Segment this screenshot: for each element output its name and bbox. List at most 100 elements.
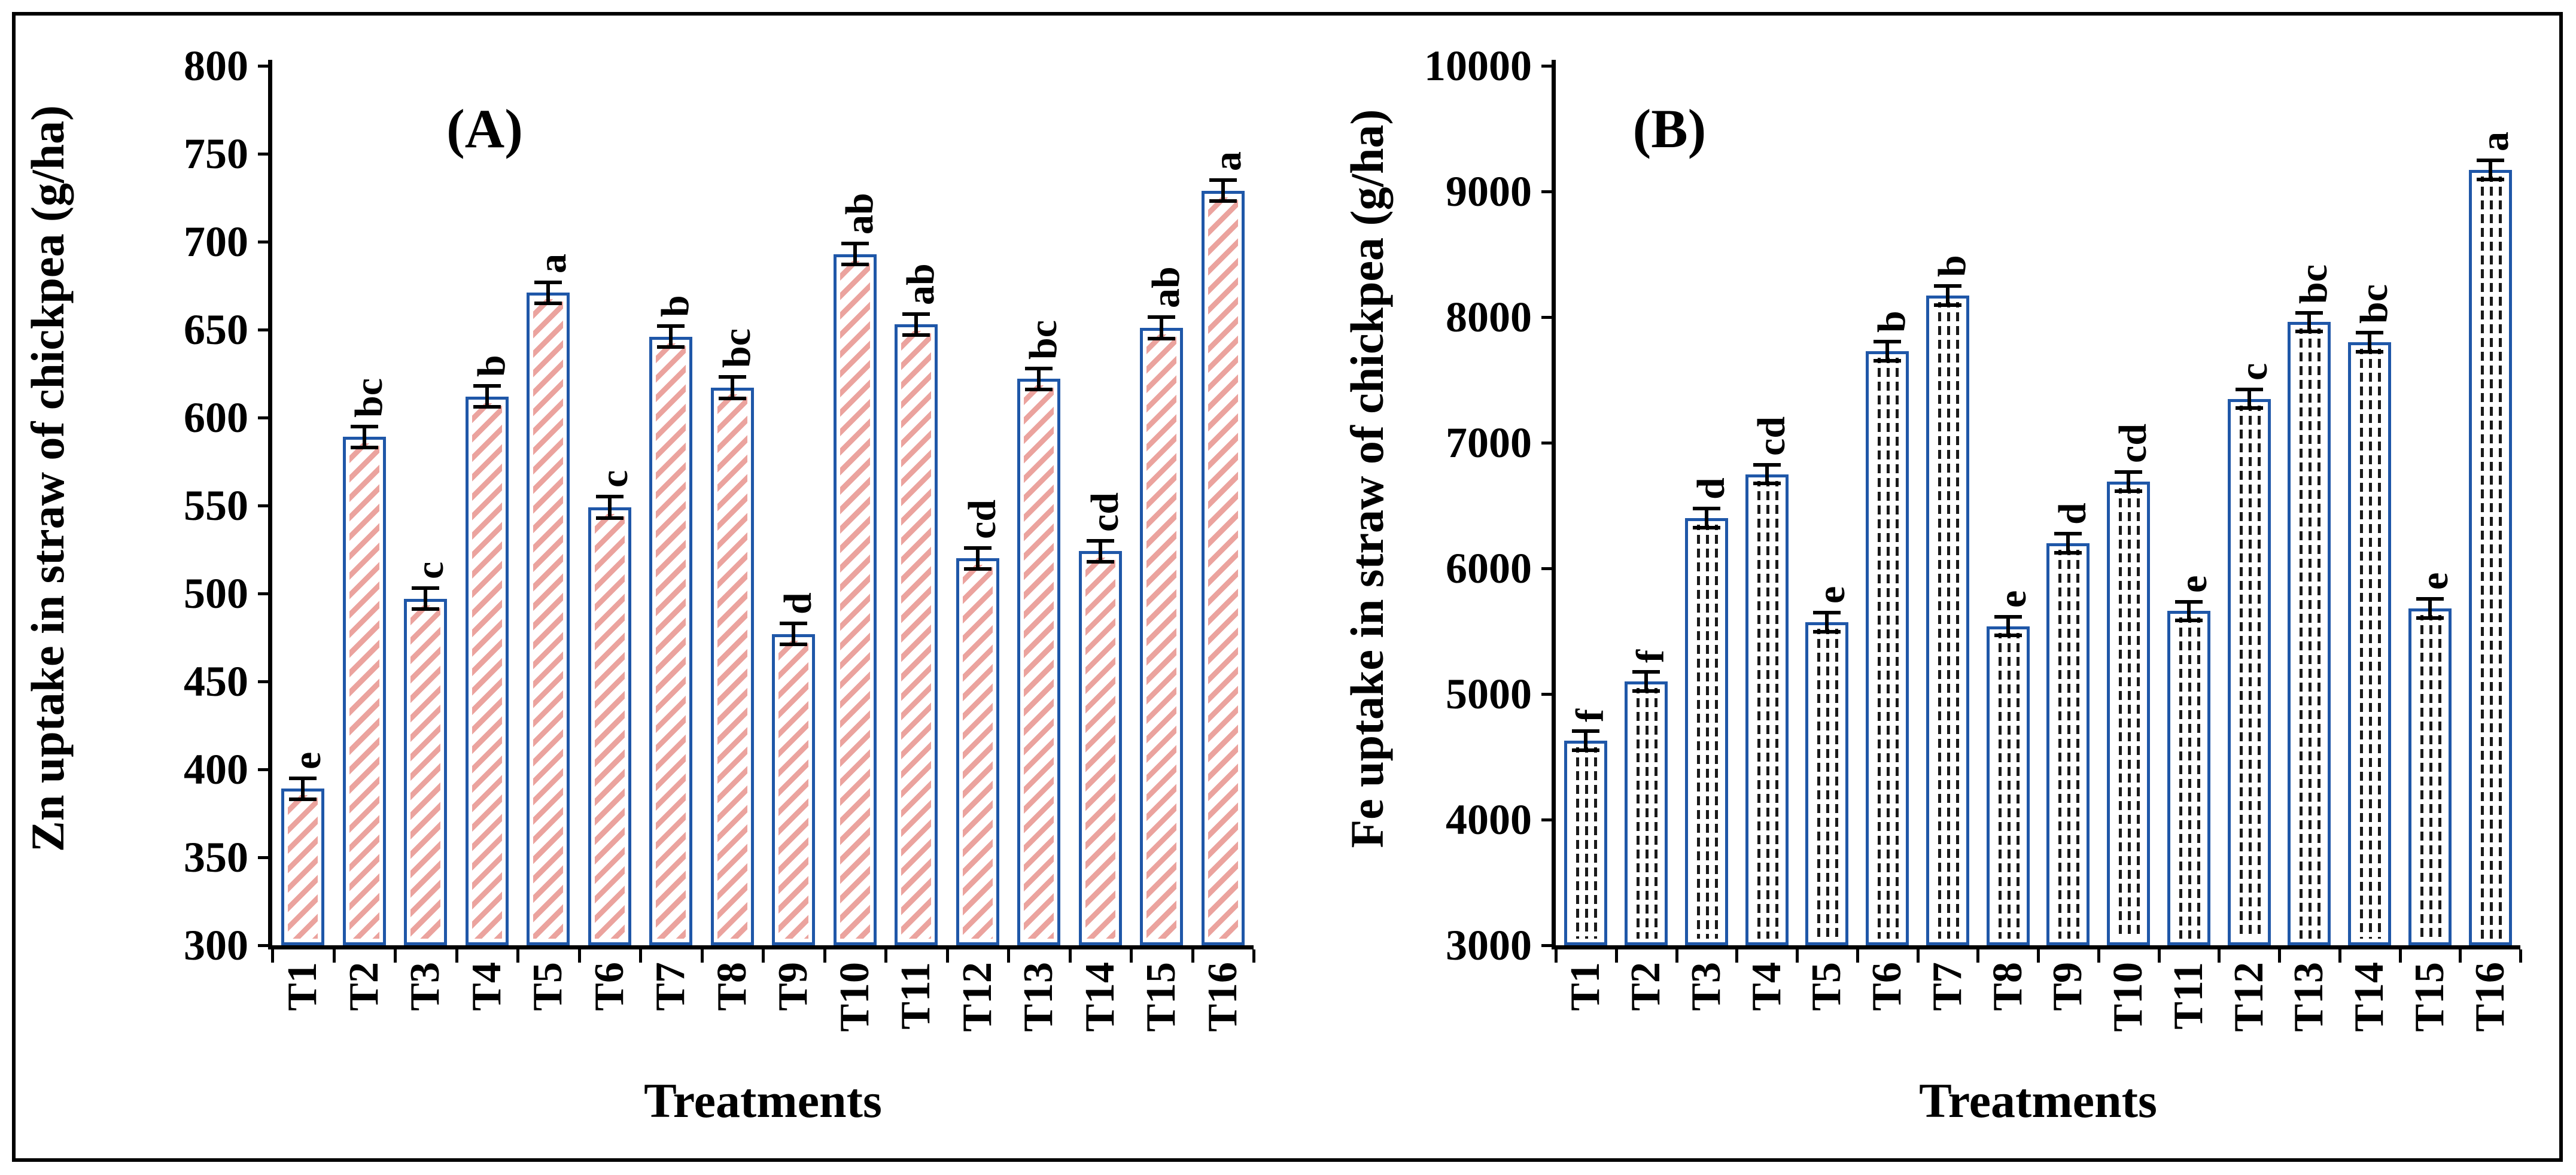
x-tick-mark: [1976, 949, 1980, 963]
y-tick-mark: [1541, 65, 1553, 68]
x-tick-mark: [577, 949, 581, 963]
y-axis-line: [268, 60, 272, 949]
error-bar-stem: [2368, 334, 2372, 350]
sig-letter-T8: e: [1990, 590, 2034, 608]
x-tick-mark: [1130, 949, 1133, 963]
sig-letter-T3: d: [1689, 477, 1733, 500]
x-tick-mark: [884, 949, 887, 963]
x-tick-mark: [2459, 949, 2462, 963]
x-tick-mark: [394, 949, 397, 963]
error-bar-T4: [473, 384, 501, 409]
x-tick-mark: [2218, 949, 2221, 963]
bar-T14: [2348, 342, 2392, 945]
x-tick-label-T6: T6: [1864, 962, 1911, 1011]
sig-letter-T3: c: [408, 561, 452, 580]
error-bar-stem: [607, 498, 612, 516]
y-axis-title-zn: Zn uptake in straw of chickpea (g/ha): [22, 105, 74, 853]
error-bar-stem: [2488, 162, 2492, 178]
x-tick-mark: [762, 949, 765, 963]
x-tick-mark: [700, 949, 704, 963]
panel-label-a: (A): [446, 98, 523, 159]
x-tick-mark: [1796, 949, 1799, 963]
x-tick-mark: [271, 949, 274, 963]
x-tick-label-T11: T11: [893, 962, 939, 1030]
x-tick-label-T7: T7: [1924, 962, 1970, 1011]
sig-letter-T7: b: [653, 295, 698, 318]
sig-letter-T12: c: [2231, 363, 2276, 380]
error-bar-stem: [1765, 466, 1769, 482]
error-bar-stem: [1945, 288, 1950, 304]
bar-T9: [772, 634, 816, 945]
x-tick-mark: [945, 949, 949, 963]
x-tick-label-T13: T13: [2286, 962, 2332, 1032]
x-tick-label-T6: T6: [586, 962, 632, 1011]
error-bar-T12: [963, 546, 992, 571]
bar-T8: [1986, 626, 2030, 945]
error-bar-stem: [1098, 542, 1102, 561]
sig-letter-T14: bc: [2352, 284, 2396, 324]
x-tick-label-T1: T1: [279, 962, 326, 1011]
error-bar-stem: [730, 379, 734, 397]
error-bar-stem: [2307, 314, 2312, 330]
x-tick-label-T10: T10: [2105, 962, 2152, 1032]
x-tick-mark: [1068, 949, 1072, 963]
y-tick-label: 450: [184, 657, 248, 705]
x-tick-mark: [1735, 949, 1739, 963]
y-tick-mark: [1541, 567, 1553, 570]
bar-T16: [2468, 170, 2512, 945]
error-bar-T14: [1086, 538, 1114, 564]
x-tick-label-T5: T5: [1803, 962, 1850, 1011]
sig-letter-T11: e: [2171, 575, 2215, 593]
error-bar-stem: [362, 428, 366, 446]
error-bar-stem: [424, 590, 428, 608]
x-tick-mark: [1191, 949, 1194, 963]
sig-letter-T5: a: [531, 253, 575, 273]
y-tick-label: 500: [184, 570, 248, 617]
bar-T6: [588, 507, 631, 945]
x-tick-mark: [2519, 949, 2522, 963]
sig-letter-T2: f: [1629, 650, 1673, 663]
error-bar-stem: [2006, 618, 2010, 634]
error-bar-T15: [2416, 597, 2444, 620]
x-tick-label-T2: T2: [1623, 962, 1669, 1011]
error-bar-stem: [1644, 674, 1649, 689]
error-bar-stem: [2186, 603, 2191, 619]
error-bar-stem: [1825, 614, 1829, 631]
error-bar-T5: [534, 280, 562, 305]
x-tick-label-T5: T5: [525, 962, 571, 1011]
x-tick-label-T9: T9: [2045, 962, 2091, 1011]
sig-letter-T6: c: [592, 470, 636, 488]
y-tick-label: 600: [184, 394, 248, 442]
y-tick-label: 3000: [1446, 921, 1532, 969]
y-tick-label: 350: [184, 833, 248, 881]
y-tick-label: 9000: [1446, 168, 1532, 215]
x-tick-mark: [1252, 949, 1255, 963]
x-tick-label-T15: T15: [2406, 962, 2453, 1032]
x-tick-mark: [2157, 949, 2161, 963]
sig-letter-T9: d: [776, 592, 820, 615]
y-tick-mark: [258, 944, 270, 947]
sig-letter-T8: bc: [714, 328, 759, 369]
sig-letter-T5: e: [1809, 586, 1854, 604]
error-bar-T15: [1148, 315, 1176, 340]
x-axis-title-a: Treatments: [644, 1073, 882, 1128]
x-tick-mark: [1614, 949, 1618, 963]
error-bar-T9: [2054, 532, 2082, 555]
sig-letter-T7: b: [1930, 255, 1974, 278]
bar-T12: [2227, 398, 2271, 945]
sig-letter-T2: bc: [346, 378, 391, 418]
error-bar-stem: [301, 780, 305, 797]
error-bar-stem: [2247, 391, 2251, 407]
bar-T6: [1866, 351, 1909, 945]
bar-T5: [1805, 622, 1849, 945]
x-tick-label-T14: T14: [1076, 962, 1123, 1032]
sig-letter-T10: cd: [2111, 424, 2155, 464]
error-bar-stem: [2066, 535, 2070, 551]
y-tick-mark: [258, 416, 270, 419]
bar-T5: [527, 293, 570, 945]
error-bar-T8: [1994, 614, 2022, 638]
error-bar-T10: [841, 242, 869, 267]
x-tick-label-T3: T3: [402, 962, 449, 1011]
sig-letter-T10: ab: [837, 193, 881, 235]
y-tick-mark: [258, 153, 270, 156]
